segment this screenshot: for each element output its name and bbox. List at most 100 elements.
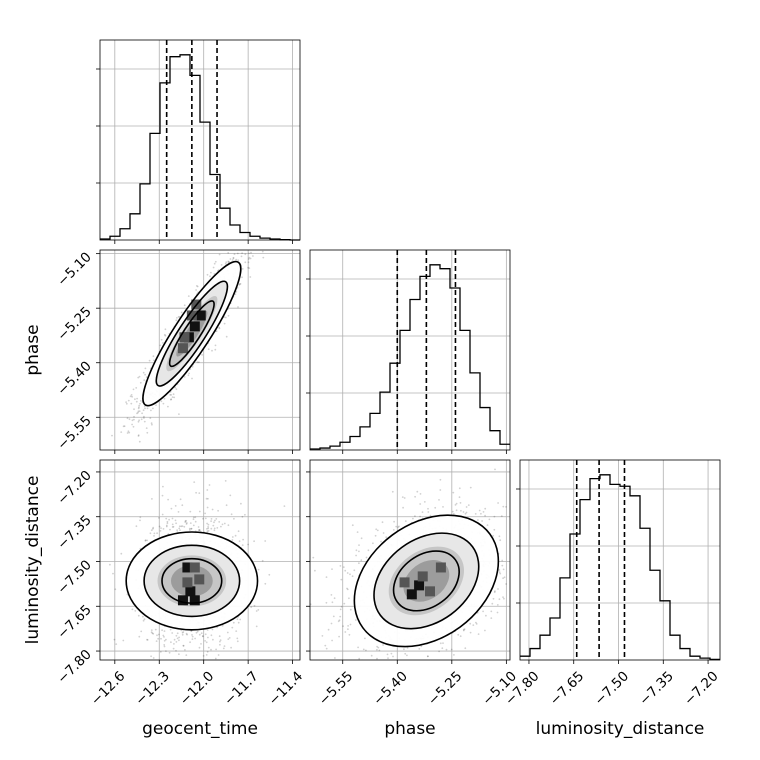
sample-point — [403, 648, 405, 651]
sample-point — [414, 515, 416, 517]
sample-point — [439, 642, 442, 645]
sample-point — [214, 348, 217, 351]
sample-point — [211, 628, 214, 631]
sample-point — [162, 402, 165, 405]
sample-point — [130, 394, 133, 396]
sample-point — [216, 527, 219, 529]
sample-point — [210, 527, 213, 530]
density-cell — [189, 321, 200, 332]
sample-point — [331, 639, 333, 642]
sample-point — [161, 629, 164, 632]
density-cell — [182, 562, 193, 573]
sample-point — [273, 217, 275, 219]
sample-point — [138, 406, 140, 409]
sample-point — [136, 412, 138, 415]
sample-point — [392, 655, 394, 658]
sample-point — [250, 251, 252, 254]
sample-point — [465, 511, 468, 514]
sample-point — [174, 505, 177, 507]
sample-point — [210, 634, 213, 637]
sample-point — [199, 529, 201, 531]
pair-panel-geocent_time-luminosity_distance — [96, 459, 301, 664]
sample-point — [423, 501, 426, 503]
sample-point — [414, 495, 416, 498]
sample-point — [170, 394, 173, 396]
sample-point — [150, 629, 153, 631]
panel-frame — [99, 459, 301, 661]
y-tick-label-phase: −5.25 — [54, 304, 95, 345]
histogram-panel-geocent_time — [96, 39, 301, 244]
sample-point — [325, 647, 328, 650]
sample-point — [426, 655, 429, 658]
sample-point — [193, 481, 196, 483]
sample-point — [186, 522, 188, 524]
contour-line-2 — [392, 550, 460, 612]
density-cell — [179, 332, 190, 343]
sample-point — [205, 641, 208, 644]
sample-point — [376, 667, 378, 669]
sample-point — [387, 657, 389, 659]
sample-point — [182, 631, 185, 633]
sample-point — [134, 610, 137, 612]
sample-point — [207, 523, 210, 526]
sample-point — [224, 262, 227, 265]
sample-point — [497, 502, 499, 504]
sample-point — [330, 622, 333, 625]
sample-point — [225, 261, 228, 264]
sample-point — [215, 518, 218, 520]
sample-point — [148, 359, 151, 362]
sample-point — [159, 651, 162, 653]
sample-point — [462, 629, 465, 632]
sample-point — [153, 532, 156, 535]
sample-point — [338, 635, 340, 638]
sample-point — [146, 638, 148, 641]
sample-point — [372, 542, 374, 545]
sample-point — [434, 506, 437, 509]
sample-point — [156, 634, 158, 637]
sample-point — [247, 248, 249, 250]
sample-point — [120, 552, 123, 555]
sample-point — [142, 371, 145, 374]
sample-point — [249, 257, 252, 260]
sample-point — [172, 647, 175, 650]
sample-point — [227, 524, 230, 527]
sample-point — [109, 563, 111, 566]
sample-point — [247, 261, 250, 264]
sample-point — [488, 518, 491, 521]
sample-point — [150, 655, 153, 658]
sample-point — [500, 515, 503, 517]
sample-point — [347, 628, 349, 631]
sample-point — [123, 425, 126, 428]
sample-point — [159, 344, 162, 347]
histogram-step-geocent_time — [100, 54, 300, 241]
sample-point — [355, 554, 357, 557]
sample-point — [240, 255, 243, 258]
sample-point — [358, 657, 361, 660]
sample-point — [493, 591, 496, 594]
sample-point — [455, 663, 457, 665]
sample-point — [140, 418, 143, 421]
sample-point — [243, 238, 245, 240]
sample-point — [152, 355, 155, 358]
sample-point — [472, 624, 475, 626]
sample-point — [189, 529, 191, 531]
sample-point — [170, 507, 173, 510]
sample-point — [131, 419, 134, 422]
sample-point — [244, 513, 246, 516]
sample-point — [206, 522, 209, 525]
sample-point — [158, 517, 160, 519]
sample-point — [398, 525, 400, 528]
sample-point — [171, 396, 174, 398]
sample-point — [227, 314, 230, 317]
contour-line-1 — [373, 532, 480, 630]
sample-point — [492, 597, 495, 600]
sample-point — [206, 273, 209, 276]
sample-point — [374, 534, 377, 537]
sample-point — [377, 680, 379, 682]
sample-point — [452, 491, 455, 494]
sample-point — [241, 268, 244, 270]
sample-point — [247, 543, 250, 546]
sample-point — [137, 410, 140, 413]
sample-point — [239, 283, 242, 285]
sample-point — [207, 527, 210, 530]
